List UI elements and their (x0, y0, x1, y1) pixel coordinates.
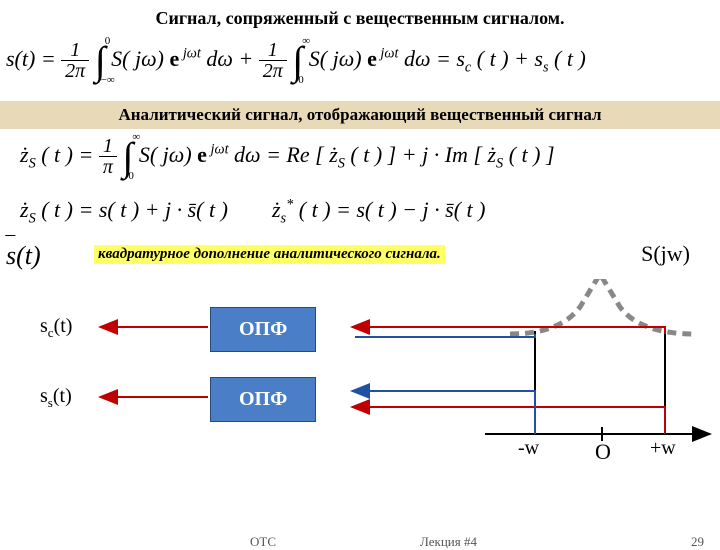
label-sc: sc(t) (40, 315, 72, 341)
arrow-ss-in-minus (352, 391, 535, 434)
arrow-ss-in-plus (352, 407, 665, 434)
title-analytic: Аналитический сигнал, отображающий вещес… (0, 101, 720, 129)
caption-row: ‾s(t) квадратурное дополнение аналитичес… (0, 241, 720, 271)
formula-1: s(t) = 12π ∫0−∞ S( jω) e jωt dω + 12π ∫∞… (0, 37, 720, 97)
title-conjugate: Сигнал, сопряженный с вещественным сигна… (0, 0, 720, 33)
footer-page: 29 (691, 534, 704, 550)
arrow-sc-in-plus (352, 327, 665, 334)
label-ss: ss(t) (40, 385, 72, 411)
footer-left: ОТС (250, 534, 276, 550)
arrow-sc-in-minus-seg (355, 334, 535, 337)
label-zero: O (595, 439, 611, 465)
label-plus-w: +w (650, 437, 676, 460)
formula-2: żS ( t ) = 1π ∫∞0 S( jω) e jωt dω = Re [… (0, 133, 720, 193)
diagram: sc(t) ss(t) ОПФ ОПФ -w O +w (0, 279, 720, 489)
caption-quadrature: квадратурное дополнение аналитического с… (94, 245, 445, 264)
label-sbar: ‾s(t) (6, 241, 41, 271)
formula-3: żS ( t ) = s( t ) + j · s̄( t ) żs* ( t … (0, 197, 720, 237)
label-sjw: S(jw) (641, 241, 690, 267)
diagram-svg (0, 279, 720, 489)
label-minus-w: -w (518, 437, 539, 460)
curve-spectrum (510, 279, 695, 334)
box-opf-2: ОПФ (210, 377, 316, 422)
footer-center: Лекция #4 (420, 534, 477, 550)
box-opf-1: ОПФ (210, 307, 316, 352)
